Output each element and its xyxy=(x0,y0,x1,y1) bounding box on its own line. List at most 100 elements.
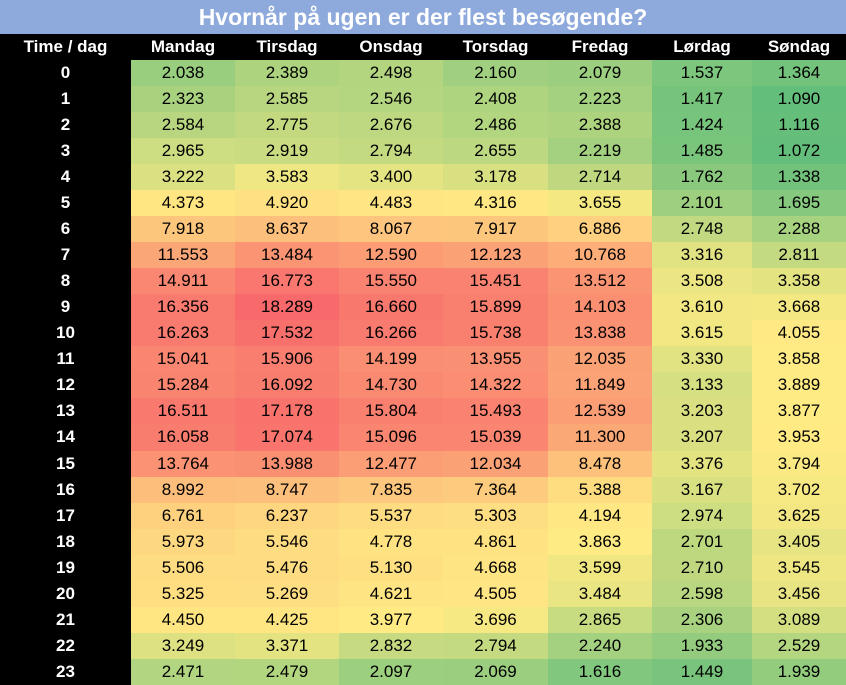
heatmap-cell: 3.133 xyxy=(652,372,752,399)
heatmap-cell: 2.529 xyxy=(752,632,846,659)
column-header: Søndag xyxy=(752,34,846,61)
heatmap-cell: 15.550 xyxy=(339,268,443,295)
heatmap-cell: 2.974 xyxy=(652,502,752,529)
heatmap-cell: 1.116 xyxy=(752,112,846,139)
heatmap-cell: 3.167 xyxy=(652,476,752,503)
row-header: 20 xyxy=(0,580,131,607)
heatmap-cell: 4.668 xyxy=(443,554,548,581)
heatmap-cell: 2.832 xyxy=(339,632,443,659)
heatmap-cell: 3.610 xyxy=(652,294,752,321)
heatmap-cell: 2.306 xyxy=(652,606,752,633)
row-header: 13 xyxy=(0,398,131,425)
heatmap-cell: 2.388 xyxy=(548,112,652,139)
heatmap-cell: 13.764 xyxy=(131,450,235,477)
heatmap-cell: 4.316 xyxy=(443,190,548,217)
heatmap-cell: 2.794 xyxy=(339,138,443,165)
heatmap-cell: 4.194 xyxy=(548,502,652,529)
heatmap-cell: 3.222 xyxy=(131,164,235,191)
heatmap-cell: 3.702 xyxy=(752,476,846,503)
heatmap-cell: 16.266 xyxy=(339,320,443,347)
heatmap-cell: 15.284 xyxy=(131,372,235,399)
heatmap-cell: 1.939 xyxy=(752,658,846,685)
heatmap-cell: 3.863 xyxy=(548,528,652,555)
heatmap-cell: 2.585 xyxy=(235,86,339,113)
row-header: 19 xyxy=(0,554,131,581)
row-header: 16 xyxy=(0,476,131,503)
heatmap-cell: 3.977 xyxy=(339,606,443,633)
heatmap-cell: 13.988 xyxy=(235,450,339,477)
heatmap-cell: 4.621 xyxy=(339,580,443,607)
heatmap-cell: 2.865 xyxy=(548,606,652,633)
heatmap-cell: 3.858 xyxy=(752,346,846,373)
heatmap-cell: 3.599 xyxy=(548,554,652,581)
heatmap-cell: 5.476 xyxy=(235,554,339,581)
heatmap-cell: 5.388 xyxy=(548,476,652,503)
heatmap-cell: 15.096 xyxy=(339,424,443,451)
heatmap-cell: 5.130 xyxy=(339,554,443,581)
heatmap-cell: 15.738 xyxy=(443,320,548,347)
heatmap-cell: 3.207 xyxy=(652,424,752,451)
heatmap-cell: 4.425 xyxy=(235,606,339,633)
heatmap-cell: 2.710 xyxy=(652,554,752,581)
heatmap-cell: 2.097 xyxy=(339,658,443,685)
heatmap-cell: 11.849 xyxy=(548,372,652,399)
heatmap-cell: 2.471 xyxy=(131,658,235,685)
heatmap-cell: 3.249 xyxy=(131,632,235,659)
chart-title: Hvornår på ugen er der flest besøgende? xyxy=(0,0,846,34)
heatmap-cell: 3.877 xyxy=(752,398,846,425)
row-header: 8 xyxy=(0,268,131,295)
heatmap-cell: 2.919 xyxy=(235,138,339,165)
heatmap-cell: 1.364 xyxy=(752,60,846,87)
column-header: Fredag xyxy=(548,34,652,61)
heatmap-cell: 3.089 xyxy=(752,606,846,633)
heatmap-cell: 17.074 xyxy=(235,424,339,451)
heatmap-cell: 3.615 xyxy=(652,320,752,347)
heatmap-cell: 2.101 xyxy=(652,190,752,217)
heatmap-cell: 8.992 xyxy=(131,476,235,503)
heatmap-cell: 15.906 xyxy=(235,346,339,373)
heatmap-cell: 2.811 xyxy=(752,242,846,269)
heatmap-cell: 13.838 xyxy=(548,320,652,347)
heatmap-cell: 3.358 xyxy=(752,268,846,295)
heatmap-cell: 5.546 xyxy=(235,528,339,555)
row-header: 17 xyxy=(0,502,131,529)
heatmap-cell: 14.911 xyxy=(131,268,235,295)
heatmap-cell: 5.506 xyxy=(131,554,235,581)
row-header: 9 xyxy=(0,294,131,321)
heatmap-cell: 11.553 xyxy=(131,242,235,269)
heatmap-cell: 1.424 xyxy=(652,112,752,139)
heatmap-cell: 3.456 xyxy=(752,580,846,607)
row-header: 4 xyxy=(0,164,131,191)
heatmap-cell: 2.655 xyxy=(443,138,548,165)
heatmap-cell: 2.160 xyxy=(443,60,548,87)
heatmap-cell: 3.316 xyxy=(652,242,752,269)
heatmap-cell: 2.748 xyxy=(652,216,752,243)
row-header: 14 xyxy=(0,424,131,451)
heatmap-cell: 14.199 xyxy=(339,346,443,373)
heatmap-cell: 2.323 xyxy=(131,86,235,113)
heatmap-cell: 14.322 xyxy=(443,372,548,399)
heatmap-cell: 3.330 xyxy=(652,346,752,373)
heatmap-cell: 2.498 xyxy=(339,60,443,87)
heatmap-cell: 2.486 xyxy=(443,112,548,139)
heatmap-cell: 4.920 xyxy=(235,190,339,217)
row-header: 0 xyxy=(0,60,131,87)
heatmap-cell: 18.289 xyxy=(235,294,339,321)
heatmap-cell: 3.655 xyxy=(548,190,652,217)
row-header: 18 xyxy=(0,528,131,555)
heatmap-cell: 3.668 xyxy=(752,294,846,321)
heatmap-cell: 2.038 xyxy=(131,60,235,87)
heatmap-cell: 1.537 xyxy=(652,60,752,87)
heatmap-cell: 2.598 xyxy=(652,580,752,607)
heatmap-cell: 3.484 xyxy=(548,580,652,607)
heatmap-cell: 12.539 xyxy=(548,398,652,425)
heatmap-cell: 16.356 xyxy=(131,294,235,321)
heatmap-cell: 15.804 xyxy=(339,398,443,425)
heatmap-cell: 12.123 xyxy=(443,242,548,269)
heatmap-cell: 1.449 xyxy=(652,658,752,685)
heatmap-cell: 8.478 xyxy=(548,450,652,477)
heatmap-cell: 3.371 xyxy=(235,632,339,659)
heatmap-cell: 11.300 xyxy=(548,424,652,451)
column-header: Torsdag xyxy=(443,34,548,61)
row-header: 22 xyxy=(0,632,131,659)
